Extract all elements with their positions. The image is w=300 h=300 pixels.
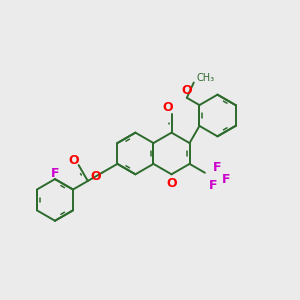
Text: F: F — [209, 179, 218, 192]
Text: O: O — [90, 170, 101, 183]
Text: F: F — [221, 173, 230, 186]
Text: O: O — [166, 177, 177, 190]
Text: O: O — [182, 84, 192, 97]
Text: CH₃: CH₃ — [196, 73, 215, 83]
Text: O: O — [163, 101, 173, 114]
Text: F: F — [213, 161, 222, 174]
Text: F: F — [51, 167, 59, 180]
Text: O: O — [69, 154, 80, 167]
